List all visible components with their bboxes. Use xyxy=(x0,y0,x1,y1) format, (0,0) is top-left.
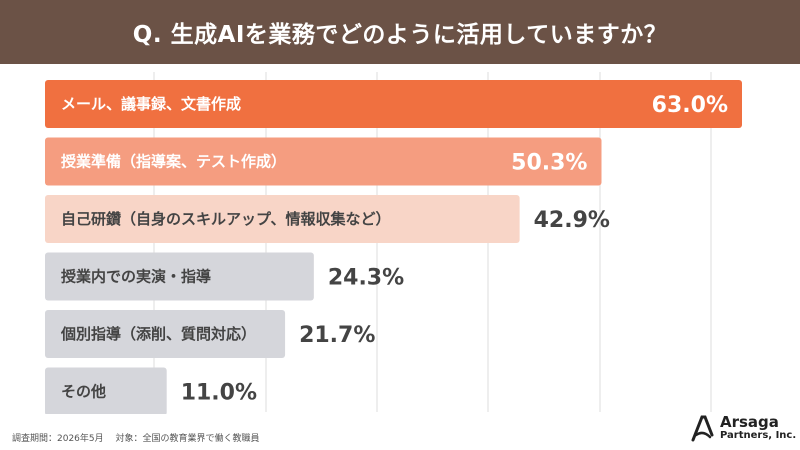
logo-name: Arsaga xyxy=(720,412,779,431)
value-label: 21.7% xyxy=(299,323,375,348)
chart-title: Q. 生成AIを業務でどのように活用していますか？ xyxy=(132,22,668,48)
bar-group: 授業準備（指導案、テスト作成） 50.3% xyxy=(45,137,602,186)
category-label: その他 xyxy=(61,383,106,401)
bar-group: その他 11.0% xyxy=(45,367,257,414)
bar-chart: メール、議事録、文書作成 63.0% 授業準備（指導案、テスト作成） 50.3% 自己研… xyxy=(45,72,742,414)
logo-subname: Partners, Inc. xyxy=(720,429,797,441)
survey-footnote: 調査期間：2026年5月 対象：全国の教育業界で働く教職員 xyxy=(12,434,260,444)
category-label: メール、議事録、文書作成 xyxy=(61,95,241,113)
bar xyxy=(45,252,314,301)
bar xyxy=(45,367,167,414)
bar-group: 個別指導（添削、質問対応） 21.7% xyxy=(45,310,375,358)
chart-header: Q. 生成AIを業務でどのように活用していますか？ xyxy=(0,0,800,64)
bar xyxy=(45,310,286,358)
value-label: 24.3% xyxy=(328,266,404,291)
bar-group: 授業内での実演・指導 24.3% xyxy=(45,252,404,301)
arsaga-logo-icon xyxy=(691,415,714,442)
value-label: 11.0% xyxy=(181,381,257,406)
category-label: 授業準備（指導案、テスト作成） xyxy=(61,153,286,171)
value-label: 42.9% xyxy=(534,208,610,233)
category-label: 個別指導（添削、質問対応） xyxy=(60,325,256,343)
bar-group: 自己研鑽（自身のスキルアップ、情報収集など） 42.9% xyxy=(45,195,610,243)
bar xyxy=(45,80,742,128)
company-logo: Arsaga Partners, Inc. xyxy=(690,410,796,446)
bar xyxy=(45,137,602,186)
category-label: 自己研鑽（自身のスキルアップ、情報収集など） xyxy=(61,210,391,228)
category-label: 授業内での実演・指導 xyxy=(61,268,211,286)
value-label: 50.3% xyxy=(511,151,587,176)
bar xyxy=(45,195,520,243)
value-label: 63.0% xyxy=(652,93,728,118)
bar-group: メール、議事録、文書作成 63.0% xyxy=(45,80,742,128)
